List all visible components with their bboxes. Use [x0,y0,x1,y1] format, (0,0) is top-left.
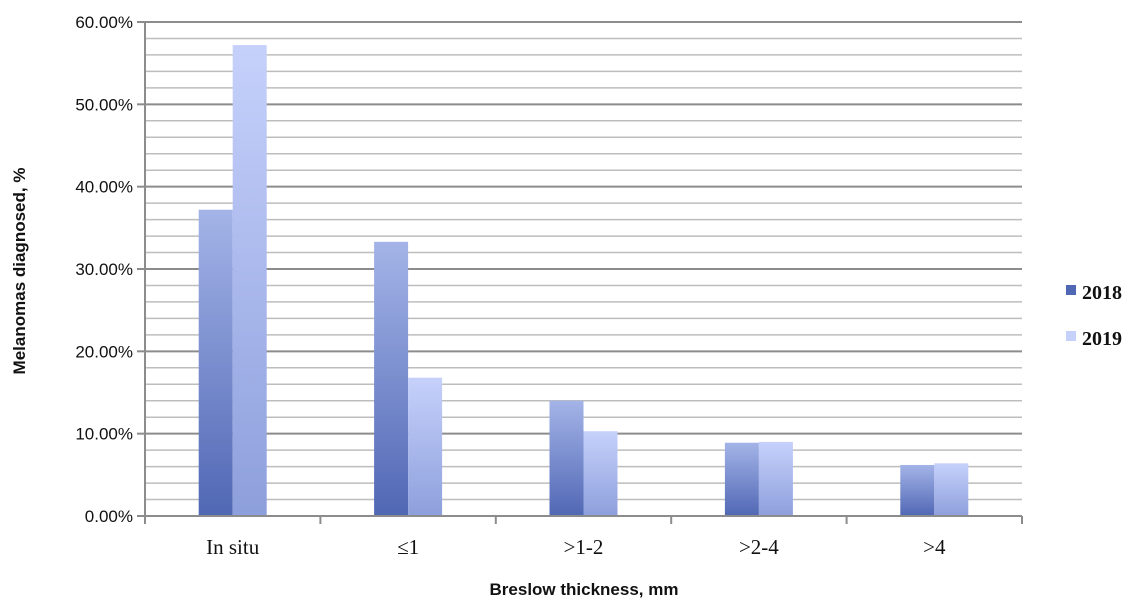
bar-2018-3 [724,442,759,516]
bar-2019-2 [583,431,618,516]
x-tick-labels: In situ ≤1 >1-2 >2-4 >4 [144,516,1023,559]
grid-lines [145,21,1022,517]
legend-label-2019: 2019 [1082,328,1122,350]
y-axis-title: Melanomas diagnosed, % [10,168,29,375]
y-tick-labels: 0.00% 10.00% 20.00% 30.00% 40.00% 50.00% 60.00… [75,13,145,526]
y-tick-label: 40.00% [75,178,133,197]
bar-2019-4 [934,463,969,516]
legend-swatch-2019 [1066,331,1076,341]
bar-2018-0 [198,209,233,516]
y-tick-label: 0.00% [85,507,133,526]
bars [198,45,969,516]
bar-2019-1 [408,377,443,516]
y-tick-label: 30.00% [75,260,133,279]
legend: 2018 2019 [1066,282,1122,350]
legend-label-2018: 2018 [1082,282,1122,304]
x-axis-title: Breslow thickness, mm [490,580,679,599]
x-tick-label: In situ [206,535,260,559]
bar-2018-2 [549,400,584,516]
y-tick-label: 50.00% [75,95,133,114]
y-tick-label: 60.00% [75,13,133,32]
bar-2018-4 [900,464,935,516]
x-tick-label: >1-2 [564,535,604,559]
bar-2019-3 [758,441,793,516]
x-tick-label: >2-4 [739,535,779,559]
y-tick-label: 20.00% [75,342,133,361]
bar-2018-1 [374,241,409,516]
legend-swatch-2018 [1066,285,1076,295]
bar-2019-0 [232,45,267,516]
x-tick-label: >4 [923,535,946,559]
y-tick-label: 10.00% [75,425,133,444]
x-tick-label: ≤1 [397,535,419,559]
